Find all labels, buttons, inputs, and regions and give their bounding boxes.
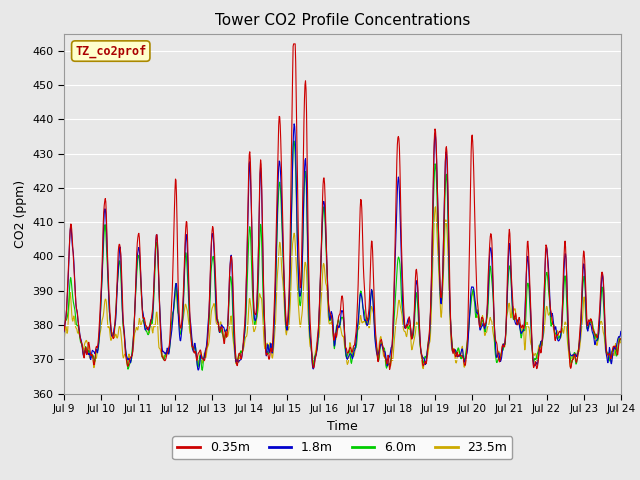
Title: Tower CO2 Profile Concentrations: Tower CO2 Profile Concentrations [214, 13, 470, 28]
Y-axis label: CO2 (ppm): CO2 (ppm) [14, 180, 27, 248]
Text: TZ_co2prof: TZ_co2prof [75, 44, 147, 58]
X-axis label: Time: Time [327, 420, 358, 432]
Legend: 0.35m, 1.8m, 6.0m, 23.5m: 0.35m, 1.8m, 6.0m, 23.5m [172, 436, 513, 459]
